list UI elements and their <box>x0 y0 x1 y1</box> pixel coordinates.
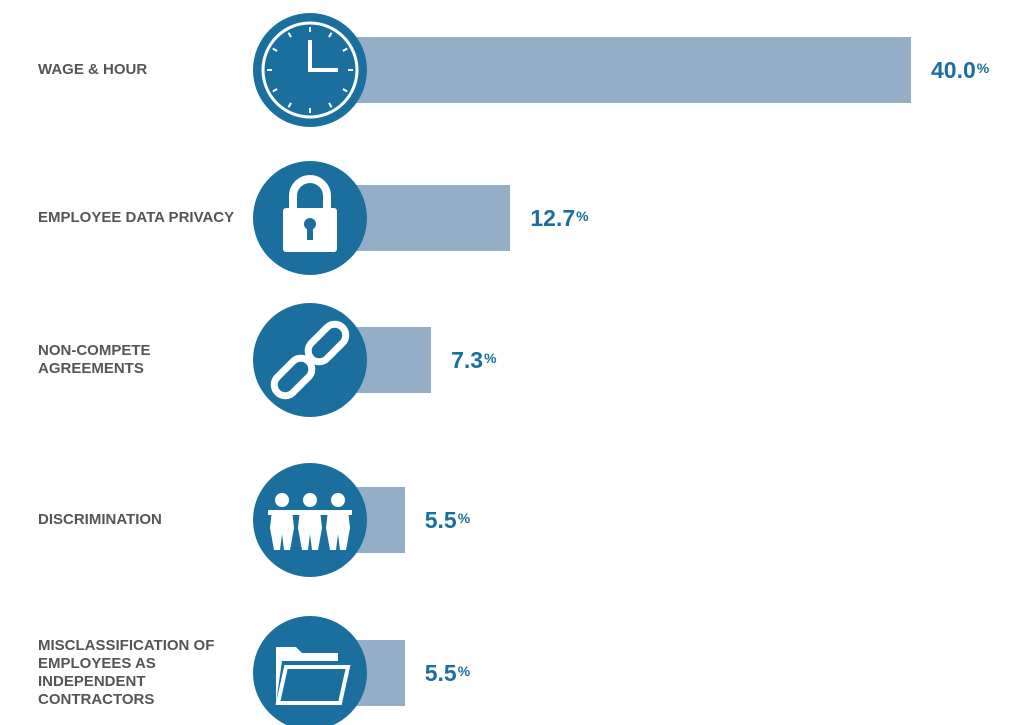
category-label: WAGE & HOUR <box>38 61 148 78</box>
icon <box>253 616 367 725</box>
icon <box>253 161 367 275</box>
value-label: 7.3% <box>451 346 497 373</box>
value-label: 5.5% <box>424 506 471 533</box>
category-label: NON-COMPETE AGREEMENTS <box>38 342 151 377</box>
category-label: EMPLOYEE DATA PRIVACY <box>38 209 235 226</box>
bar <box>324 37 911 103</box>
category-label: DISCRIMINATION <box>38 511 162 528</box>
value-label: 40.0% <box>931 56 990 83</box>
icon <box>253 303 367 417</box>
value-label: 12.7% <box>530 204 589 231</box>
value-label: 5.5% <box>424 659 471 686</box>
category-label: MISCLASSIFICATION OF EMPLOYEES AS INDEPE… <box>38 637 215 708</box>
icon <box>253 13 367 127</box>
icon <box>253 463 367 577</box>
